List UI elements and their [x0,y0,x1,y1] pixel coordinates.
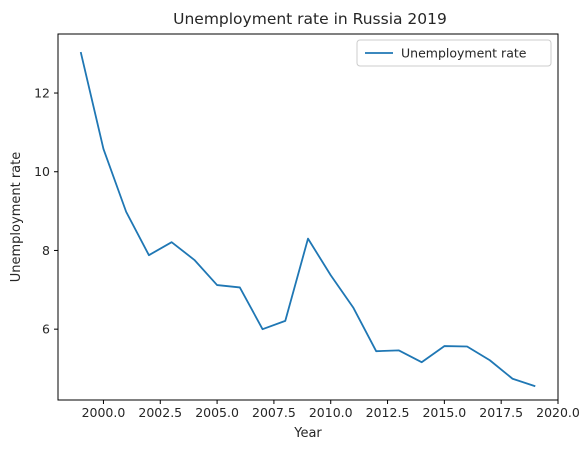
x-axis-label: Year [293,426,322,441]
data-point [79,50,83,54]
data-point [261,327,265,331]
data-point [374,349,378,353]
data-point [147,253,151,257]
series-group [79,50,537,388]
plot-frame [57,33,559,401]
y-tick-label: 10 [34,164,50,179]
chart-title: Unemployment rate in Russia 2019 [173,10,447,28]
y-axis-label: Unemployment rate [9,152,24,282]
x-tick-label: 2020.0 [536,405,580,420]
x-tick-label: 2012.5 [366,405,410,420]
x-tick-label: 2005.0 [195,405,239,420]
data-point [533,384,537,388]
data-point [329,273,333,277]
x-tick-label: 2002.5 [138,405,182,420]
plot-area [57,33,559,401]
y-axis: 6 8 10 12 [34,86,58,337]
data-point [101,147,105,151]
y-tick-label: 12 [34,86,50,101]
data-point [511,377,515,381]
data-point [124,210,128,214]
data-point [397,348,401,352]
data-point [215,283,219,287]
x-tick-label: 2017.5 [479,405,523,420]
y-tick-label: 6 [42,322,50,337]
legend-box [356,39,552,67]
x-tick-label: 2007.5 [252,405,296,420]
x-axis: 2000.0 2002.5 2005.0 2007.5 2010.0 2012.5 2015… [82,400,580,420]
data-point [420,360,424,364]
data-point [170,240,174,244]
data-point [192,258,196,262]
data-point [238,285,242,289]
x-tick-label: 2000.0 [82,405,126,420]
legend-label: Unemployment rate [401,46,527,61]
data-point [283,319,287,323]
legend: Unemployment rate [356,39,552,67]
series-line [79,51,536,388]
data-point [442,344,446,348]
data-point [306,237,310,241]
data-point [488,358,492,362]
data-point [351,306,355,310]
x-tick-label: 2015.0 [422,405,466,420]
y-tick-label: 8 [42,243,50,258]
x-tick-label: 2010.0 [309,405,353,420]
data-point [465,344,469,348]
